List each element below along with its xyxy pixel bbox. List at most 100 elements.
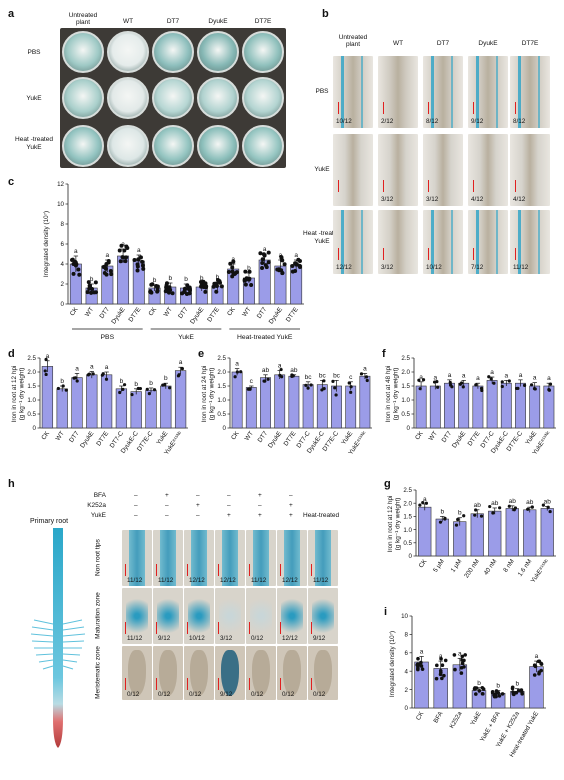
x-category-label: CK [418, 557, 429, 569]
y-tick-label: 2.5 [27, 355, 36, 362]
data-point [432, 380, 437, 384]
data-point [261, 252, 266, 257]
x-category-label: DT7 [256, 306, 269, 320]
data-point [473, 513, 477, 517]
data-point [306, 386, 310, 390]
stain-fraction: 11/12 [513, 264, 529, 271]
root-tip [252, 650, 270, 696]
treatment-label: K252a [87, 502, 106, 509]
panel-b-col-label: WT [392, 40, 404, 47]
root-micrograph [468, 134, 508, 206]
scale-bar [515, 180, 517, 192]
stain-fraction: 10/12 [189, 635, 205, 642]
data-point [440, 663, 445, 668]
significance-letter: a [105, 364, 109, 371]
data-point [474, 692, 478, 696]
data-point [548, 509, 552, 514]
panel-h-label: h [8, 478, 15, 490]
data-point [93, 280, 98, 285]
x-category-label: DT7 [177, 306, 190, 320]
data-point [512, 692, 516, 697]
data-point [479, 386, 484, 390]
stain-fraction: 0/12 [251, 691, 264, 698]
root-hair-stain [219, 594, 241, 638]
bar [117, 255, 130, 305]
data-point [214, 289, 219, 294]
data-point [135, 268, 140, 273]
scale-bar [473, 102, 475, 114]
bar [41, 366, 54, 429]
treatment-symbol: + [258, 492, 262, 499]
y-tick-label: 0 [223, 425, 227, 432]
culture-well [107, 125, 149, 167]
data-point [546, 505, 550, 509]
x-category-label: K252a [448, 710, 463, 730]
stain-streak [451, 56, 453, 128]
y-tick-label: 2.5 [401, 355, 410, 362]
scale-bar [156, 678, 158, 690]
data-point [529, 383, 534, 387]
data-point [438, 668, 443, 673]
primary-root-diagram [30, 528, 86, 748]
data-point [217, 279, 222, 284]
data-point [145, 387, 149, 391]
data-point [460, 661, 465, 666]
data-point [76, 267, 81, 272]
data-point [418, 387, 422, 391]
x-category-label: DT7E [206, 306, 221, 323]
data-point [416, 667, 420, 672]
x-category-label: CK [414, 429, 425, 441]
data-point [187, 285, 192, 290]
data-point [489, 377, 493, 381]
data-point [448, 383, 453, 387]
scale-bar [311, 564, 313, 576]
root-micrograph [423, 56, 463, 128]
significance-letter: b [164, 375, 168, 382]
y-tick-label: 2.0 [217, 369, 226, 376]
stain-streak [361, 56, 363, 128]
scale-bar [428, 180, 430, 192]
data-point [239, 370, 243, 374]
bar [174, 370, 187, 429]
data-point [184, 292, 189, 297]
y-tick-label: 2.0 [27, 369, 36, 376]
significance-letter: a [533, 375, 537, 382]
y-tick-label: 1.5 [217, 383, 226, 390]
scale-bar [280, 678, 282, 690]
primary-root-label: Primary root [30, 518, 69, 525]
significance-letter: b [168, 275, 172, 282]
scale-bar [125, 622, 127, 634]
culture-well [62, 31, 104, 73]
root-micrograph [510, 56, 550, 128]
scale-bar [125, 678, 127, 690]
y-tick-label: 1.0 [401, 397, 410, 404]
scale-bar [125, 564, 127, 576]
x-category-label: DyukE [110, 306, 126, 325]
data-point [109, 272, 114, 277]
y-tick-label: 0 [33, 425, 37, 432]
data-point [161, 383, 165, 387]
x-category-label: YukE⁸¹⁵ᴺᶜ [530, 558, 552, 585]
data-point [243, 282, 248, 287]
panel-b-col-label: DT7E [521, 40, 539, 47]
significance-letter: a [363, 365, 367, 372]
data-point [500, 380, 504, 384]
x-category-label: CK [230, 429, 241, 441]
panel-b-col-label: DT7 [436, 40, 450, 47]
root-micrograph [423, 134, 463, 206]
data-point [167, 285, 172, 290]
panel-a-col-label: DT7E [254, 18, 272, 25]
stain-fraction: 8/12 [426, 118, 439, 125]
significance-letter: b [153, 277, 157, 284]
significance-letter: a [547, 375, 551, 382]
data-point [309, 383, 313, 387]
data-point [421, 378, 426, 382]
data-point [532, 663, 537, 667]
y-tick-label: 6 [405, 650, 409, 657]
panel-d-label: d [8, 348, 15, 360]
panel-b-row-label: Heat -treated YukE [303, 230, 341, 245]
x-category-label: CK [147, 305, 158, 317]
group-label: Heat-treated YukE [237, 334, 293, 341]
data-point [526, 507, 530, 511]
panel-b-row-label: YukE [314, 166, 330, 173]
